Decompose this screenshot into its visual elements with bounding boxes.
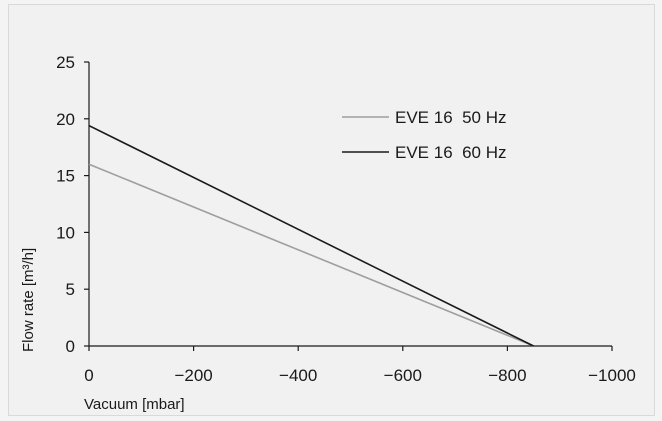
x-tick-label: 0 xyxy=(84,366,93,385)
series-line-50hz xyxy=(88,163,534,347)
legend-label: EVE 16 60 Hz xyxy=(395,143,507,162)
axes xyxy=(88,62,612,347)
y-tick-label: 20 xyxy=(56,110,75,129)
y-tick-label: 15 xyxy=(56,167,75,186)
y-axis-label: Flow rate [m³/h] xyxy=(20,248,37,352)
chart-frame xyxy=(8,4,655,416)
y-tick-label: 25 xyxy=(56,53,75,72)
x-axis-label: Vacuum [mbar] xyxy=(84,396,185,413)
y-tick-label: 5 xyxy=(66,280,75,299)
y-tick-label: 0 xyxy=(66,337,75,356)
legend: EVE 16 50 Hz EVE 16 60 Hz xyxy=(342,108,507,162)
y-tick-label: 10 xyxy=(56,223,75,242)
x-tick-label: −200 xyxy=(174,366,212,385)
series-lines xyxy=(88,124,534,347)
x-tick-label: −800 xyxy=(488,366,526,385)
x-tick-label: −1000 xyxy=(588,366,636,385)
y-ticks: 0 5 10 15 20 25 xyxy=(56,53,89,356)
x-tick-label: −600 xyxy=(384,366,422,385)
series-line-60hz xyxy=(88,124,534,347)
legend-label: EVE 16 50 Hz xyxy=(395,108,507,127)
x-ticks: 0 −200 −400 −600 −800 −1000 xyxy=(84,346,636,385)
x-tick-label: −400 xyxy=(279,366,317,385)
